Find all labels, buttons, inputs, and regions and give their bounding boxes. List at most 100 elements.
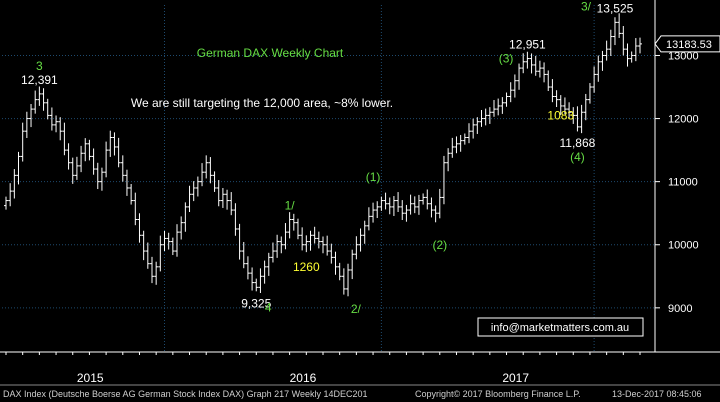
price-bar-133	[558, 95, 563, 116]
price-bar-116	[487, 107, 492, 124]
price-bar-146	[612, 17, 617, 46]
price-bar-89	[375, 201, 380, 218]
price-bar-34	[145, 242, 150, 269]
price-bar-134	[562, 97, 567, 115]
price-bar-114	[479, 110, 484, 127]
price-bar-83	[350, 249, 355, 280]
price-bar-32	[137, 213, 142, 243]
price-bar-85	[358, 228, 363, 252]
last-price-tag: 13183.53	[654, 35, 720, 53]
price-bar-54	[229, 192, 234, 216]
wave-label-(4): (4)	[570, 150, 585, 164]
price-bar-136	[571, 107, 576, 124]
price-bar-145	[608, 29, 613, 56]
price-bar-104	[437, 188, 442, 219]
price-bar-151	[633, 38, 638, 62]
price-bar-13	[58, 117, 63, 141]
price-bar-132	[554, 90, 559, 108]
price-bar-19	[83, 138, 88, 162]
contact-box[interactable]: info@marketmatters.com.au	[477, 317, 644, 337]
price-label-12,951: 12,951	[509, 38, 546, 52]
price-bar-31	[133, 192, 138, 226]
price-bar-39	[166, 232, 171, 250]
price-bar-5	[24, 111, 29, 138]
price-bar-148	[621, 26, 626, 56]
price-bar-28	[120, 155, 125, 182]
price-bar-20	[87, 139, 92, 161]
price-bar-76	[321, 236, 325, 254]
price-bar-113	[475, 117, 480, 134]
price-bar-14	[62, 122, 67, 156]
price-bar-102	[429, 197, 434, 218]
wave-label-3/: 3/	[581, 0, 592, 13]
price-bar-109	[458, 134, 463, 152]
price-bar-68	[287, 212, 292, 239]
price-bar-33	[141, 230, 146, 261]
price-bar-111	[466, 123, 471, 144]
price-bar-12	[54, 115, 59, 133]
price-bar-135	[567, 102, 572, 120]
footer-bar: DAX Index (Deutsche Boerse AG German Sto…	[0, 386, 720, 402]
price-bar-86	[362, 220, 367, 244]
price-bar-100	[421, 193, 426, 205]
price-bar-94	[396, 192, 401, 213]
price-bar-121	[508, 82, 513, 103]
price-bar-56	[237, 223, 242, 260]
price-bar-77	[325, 235, 330, 256]
price-bar-99	[416, 194, 421, 215]
price-bar-141	[592, 66, 597, 93]
price-bar-127	[533, 55, 538, 76]
wave-label-1/: 1/	[285, 199, 296, 213]
price-bar-9	[41, 88, 46, 111]
price-bars	[4, 13, 642, 297]
price-bar-43	[183, 202, 188, 232]
footer-timestamp: 13-Dec-2017 08:45:06	[612, 389, 702, 399]
price-bar-119	[500, 97, 505, 114]
y-tick-label-11000: 11000	[668, 177, 698, 189]
price-bar-58	[245, 256, 250, 280]
price-label-11,868: 11,868	[560, 136, 596, 150]
chart-title: German DAX Weekly Chart	[197, 46, 344, 60]
price-bar-98	[412, 196, 417, 214]
price-bar-53	[225, 189, 230, 210]
wave-label-(3): (3)	[499, 52, 514, 66]
price-bar-60	[254, 278, 259, 292]
price-bar-139	[583, 93, 588, 121]
price-bar-90	[379, 196, 384, 211]
price-bar-128	[537, 60, 542, 78]
price-label-13,525: 13,525	[597, 1, 634, 15]
price-bar-142	[596, 55, 601, 82]
price-bar-2	[12, 169, 17, 199]
x-tick-label-2016: 2016	[290, 371, 317, 385]
price-bar-88	[371, 202, 376, 223]
wave-label-3: 3	[36, 59, 43, 73]
price-bar-70	[295, 218, 300, 240]
price-bar-46	[195, 176, 200, 197]
price-bar-59	[250, 267, 255, 291]
price-bar-25	[108, 130, 113, 157]
price-bar-74	[312, 226, 317, 244]
price-bar-81	[341, 268, 346, 295]
price-bar-55	[233, 203, 238, 236]
price-bar-36	[154, 261, 159, 285]
price-bar-103	[433, 205, 438, 223]
price-bar-112	[471, 118, 476, 139]
price-bar-106	[446, 148, 451, 172]
wave-label-(1): (1)	[366, 170, 381, 184]
price-bar-61	[258, 268, 263, 294]
price-bar-4	[20, 122, 25, 162]
price-bar-92	[387, 197, 392, 215]
price-bar-79	[333, 251, 338, 275]
wave-label-(2): (2)	[432, 238, 447, 252]
price-bar-15	[66, 143, 71, 170]
point-label-1260: 1260	[293, 260, 320, 274]
price-bar-87	[366, 207, 371, 231]
price-bar-143	[600, 50, 605, 71]
price-bar-75	[316, 231, 321, 249]
contact-email[interactable]: info@marketmatters.com.au	[491, 322, 629, 334]
price-bar-21	[91, 148, 96, 175]
grid-lines	[0, 0, 720, 386]
price-label-12,391: 12,391	[21, 73, 58, 87]
x-axis-labels: 2015 2016 2017	[5, 352, 641, 385]
price-bar-50	[212, 171, 217, 192]
